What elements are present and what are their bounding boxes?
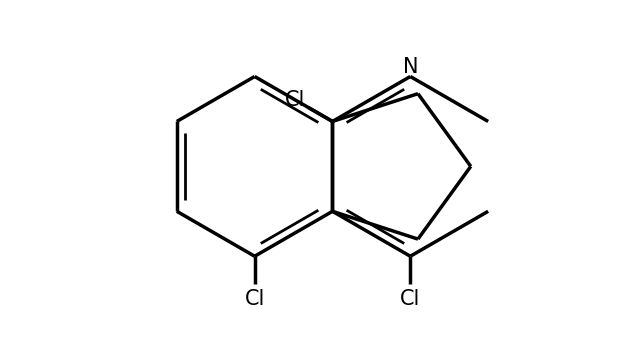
Text: Cl: Cl	[244, 289, 265, 309]
Text: Cl: Cl	[285, 90, 305, 110]
Text: N: N	[403, 57, 418, 77]
Text: Cl: Cl	[400, 289, 420, 309]
